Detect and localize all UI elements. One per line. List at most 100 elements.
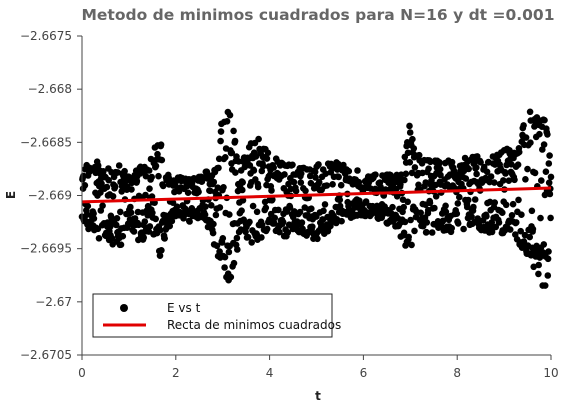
scatter-point [210,230,217,237]
scatter-point [228,274,235,281]
scatter-point [218,128,225,135]
scatter-point [437,166,444,173]
scatter-point [227,112,234,119]
scatter-point [155,173,162,180]
scatter-point [473,164,480,171]
scatter-point [265,150,272,157]
scatter-point [407,159,414,166]
scatter-point [511,177,518,184]
scatter-point [264,155,271,162]
scatter-point [270,164,277,171]
scatter-point [520,122,527,129]
scatter-point [412,164,419,171]
scatter-point [488,173,495,180]
scatter-point [128,186,135,193]
scatter-point [473,171,480,178]
scatter-point [491,179,498,186]
scatter-point [472,196,479,203]
x-ticks: 0 2 4 6 8 10 [78,355,558,380]
scatter-point [298,179,305,186]
y-tick-label: −2.67 [35,295,72,309]
scatter-point [545,248,552,255]
scatter-point [112,184,119,191]
scatter-point [96,235,103,242]
x-tick-label: 8 [453,366,461,380]
scatter-point [289,162,296,169]
y-tick-label: −2.6675 [20,29,72,43]
legend-entry-scatter: E vs t [167,301,201,315]
scatter-point [222,154,229,161]
y-tick-label: −2.6685 [20,135,72,149]
scatter-point [195,189,202,196]
scatter-point [547,215,554,222]
scatter-point [424,219,431,226]
scatter-point [234,246,241,253]
scatter-point [159,157,166,164]
scatter-point [260,163,267,170]
scatter-point [483,213,490,220]
scatter-point [231,260,238,267]
scatter-point [254,209,261,216]
scatter-point [448,225,455,232]
scatter-point [147,223,154,230]
scatter-point [226,211,233,218]
scatter-point [546,160,553,167]
scatter-point [335,174,342,181]
scatter-point [211,179,218,186]
scatter-point [538,177,545,184]
scatter-point [220,235,227,242]
scatter-point [118,241,125,248]
chart-title: Metodo de minimos cuadrados para N=16 y … [81,6,554,24]
scatter-point [503,202,510,209]
scatter-point [220,184,227,191]
scatter-point [299,219,306,226]
scatter-point [146,167,153,174]
scatter-point [491,199,498,206]
scatter-point [280,219,287,226]
scatter-point [114,215,121,222]
scatter-point [250,203,257,210]
scatter-point [470,204,477,211]
scatter-point [527,139,534,146]
scatter-point [210,221,217,228]
scatter-point [128,209,135,216]
scatter-point [142,218,149,225]
scatter-point [239,187,246,194]
scatter-point [85,203,92,210]
scatter-point [226,249,233,256]
scatter-point [314,236,321,243]
scatter-point [536,131,543,138]
scatter-point [152,216,159,223]
scatter-point [404,199,411,206]
scatter-point [507,226,514,233]
y-tick-label: −2.668 [28,82,72,96]
scatter-point [411,145,418,152]
scatter-point [158,247,165,254]
scatter-point [510,201,517,208]
scatter-point [535,262,542,269]
scatter-point [337,197,344,204]
scatter-point [541,141,548,148]
scatter-point [513,219,520,226]
scatter-point [315,161,322,168]
scatter-point [530,226,537,233]
scatter-point [403,171,410,178]
plot-area [79,109,555,289]
scatter-point [465,166,472,173]
scatter-point [515,197,522,204]
scatter-point [460,226,467,233]
scatter-point [217,138,224,145]
scatter-point [116,162,123,169]
scatter-point [523,134,530,141]
scatter-point [202,211,209,218]
scatter-point [515,161,522,168]
scatter-point [545,272,552,279]
scatter-point [389,204,396,211]
y-tick-label: −2.6705 [20,348,72,362]
scatter-point [372,171,379,178]
scatter-point [217,204,224,211]
scatter-point [338,218,345,225]
scatter-point [99,202,106,209]
scatter-point [110,193,117,200]
